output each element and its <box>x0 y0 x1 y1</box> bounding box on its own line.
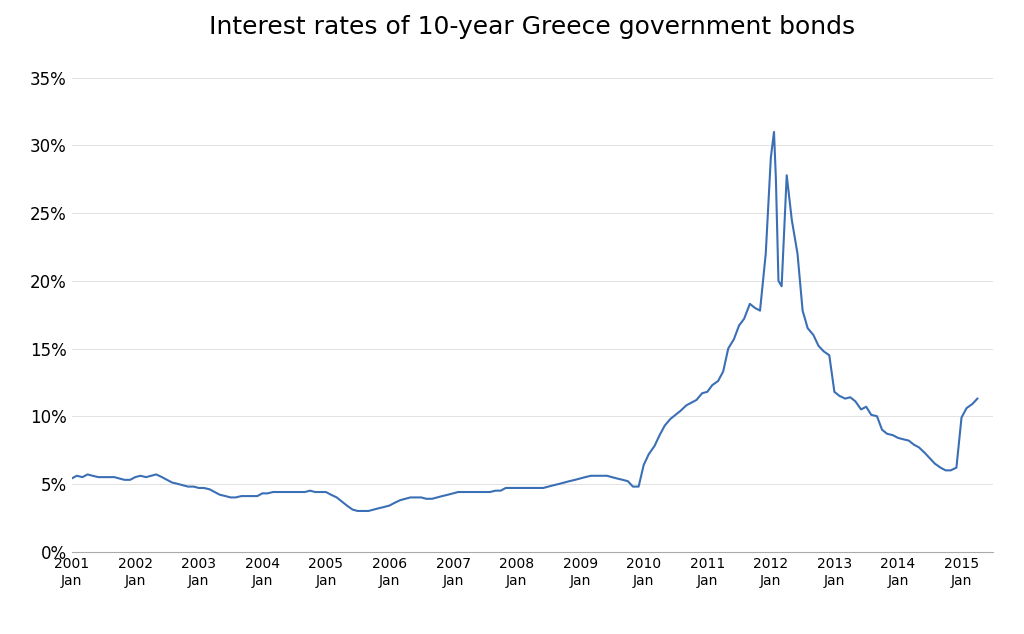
Title: Interest rates of 10-year Greece government bonds: Interest rates of 10-year Greece governm… <box>210 15 855 39</box>
